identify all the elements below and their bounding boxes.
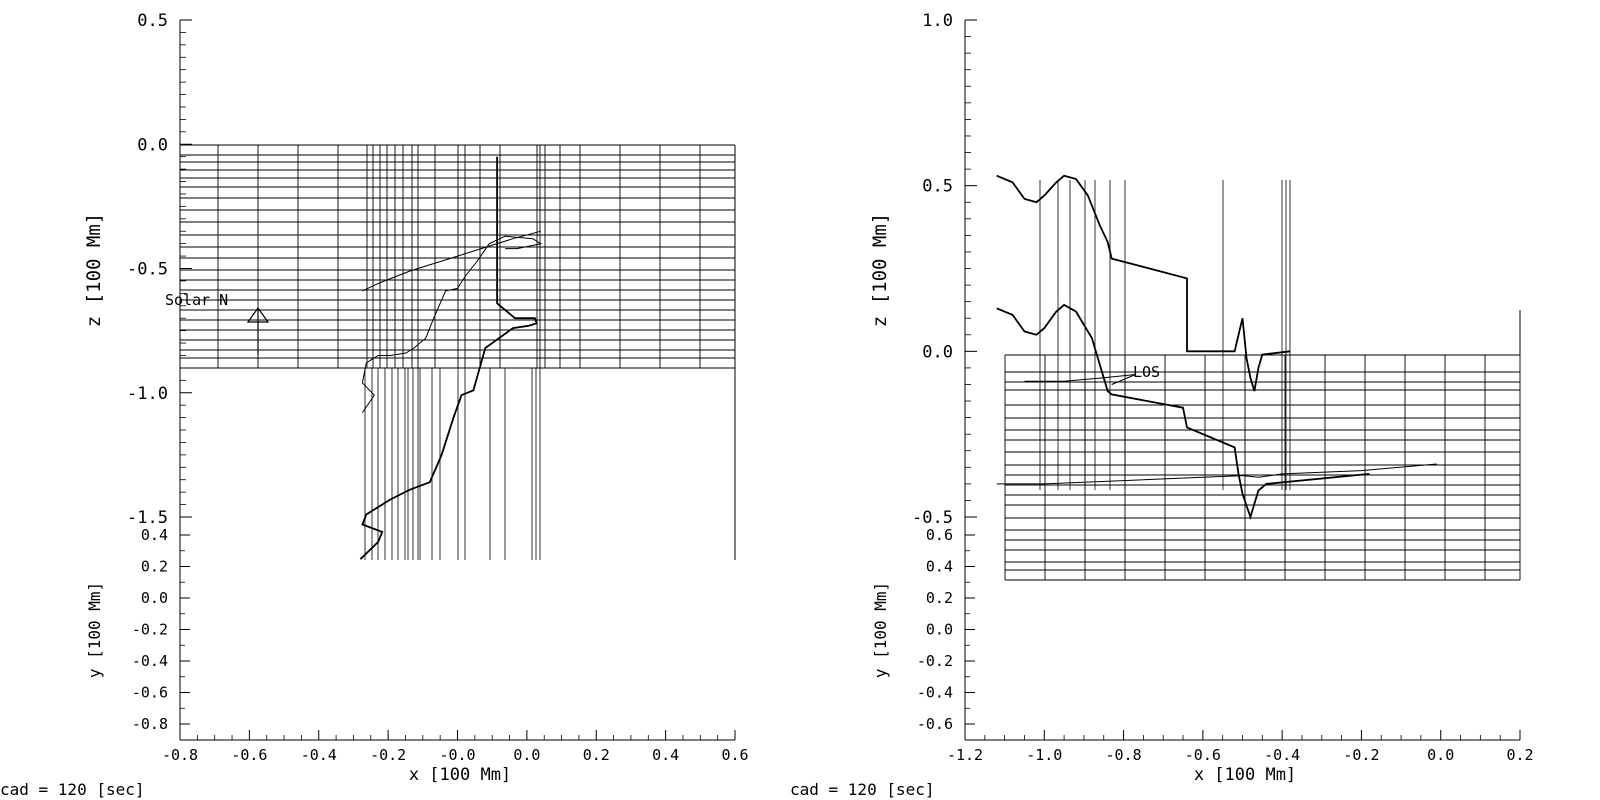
- series-line-2: [361, 235, 543, 413]
- y-tick-label: 0.2: [926, 589, 953, 607]
- cadence-footer: cad = 120 [sec]: [790, 780, 935, 799]
- z-tick-label: 0.0: [922, 342, 953, 362]
- y-tick-label: 0.2: [141, 558, 168, 576]
- panel-2: 1.0 0.5 0.0 -0.50.6 0.4 0.2 0.0 -0.2 -0.4 -0.6 -1.…: [790, 11, 1534, 799]
- z-tick-label: -0.5: [127, 260, 168, 280]
- cadence-footer: cad = 120 [sec]: [0, 780, 145, 799]
- annotation-label: LOS: [1133, 363, 1160, 381]
- panel-1: 0.50.0-0.5-1.0-1.50.40.20.0-0.2-0.4-0.6-…: [0, 11, 749, 799]
- series-line-1: [996, 174, 1291, 392]
- x-tick-label: 0.6: [721, 746, 748, 764]
- x-tick-label: 0.0: [1427, 746, 1454, 764]
- series-line-3: [362, 230, 541, 292]
- z-axis-label: z [100 Mm]: [83, 213, 105, 327]
- x-tick-label: -0.2: [1343, 746, 1379, 764]
- x-tick-label: 0.2: [583, 746, 610, 764]
- y-tick-label: -0.2: [917, 652, 953, 670]
- x-axis-label: x [100 Mm]: [1194, 765, 1296, 785]
- y-tick-label: 0.6: [926, 526, 953, 544]
- x-tick-label: -1.0: [1026, 746, 1062, 764]
- z-tick-label: 0.5: [922, 177, 953, 197]
- x-tick-label: -0.4: [1264, 746, 1300, 764]
- z-tick-label: -1.0: [127, 384, 168, 404]
- series-line-2: [996, 303, 1370, 520]
- y-tick-label: -0.6: [917, 715, 953, 733]
- y-axis-label: y [100 Mm]: [871, 582, 890, 678]
- series-line-4: [1024, 374, 1136, 385]
- solar-north-arrow-head: [246, 306, 270, 323]
- annotation-label: Solar N: [165, 291, 228, 309]
- y-tick-label: 0.0: [141, 589, 168, 607]
- x-tick-label: -0.2: [370, 746, 406, 764]
- y-tick-label: 0.4: [926, 558, 953, 576]
- x-tick-label: 0.0: [513, 746, 540, 764]
- z-tick-label: -1.5: [127, 508, 168, 528]
- x-tick-label: 0.2: [1506, 746, 1533, 764]
- y-tick-label: -0.4: [132, 652, 168, 670]
- x-tick-label: -1.2: [947, 746, 983, 764]
- y-tick-label: 0.0: [926, 621, 953, 639]
- z-tick-label: -0.5: [912, 508, 953, 528]
- y-axis-label: y [100 Mm]: [85, 582, 104, 678]
- x-tick-label: -0.6: [1185, 746, 1221, 764]
- y-tick-label: -0.6: [132, 684, 168, 702]
- series-line-3: [996, 463, 1437, 485]
- x-axis-label: x [100 Mm]: [409, 765, 511, 785]
- x-tick-label: -0.8: [1106, 746, 1142, 764]
- z-tick-label: 0.0: [137, 135, 168, 155]
- x-tick-label: 0.4: [652, 746, 679, 764]
- y-tick-label: -0.4: [917, 684, 953, 702]
- y-tick-label: -0.2: [132, 621, 168, 639]
- x-tick-label: -0.6: [231, 746, 267, 764]
- y-tick-label: 0.4: [141, 526, 168, 544]
- z-tick-label: 0.5: [137, 11, 168, 31]
- z-tick-label: 1.0: [922, 11, 953, 31]
- x-tick-label: -0.0: [439, 746, 475, 764]
- series-line-1: [359, 156, 538, 560]
- y-tick-label: -0.8: [132, 715, 168, 733]
- x-tick-label: -0.4: [301, 746, 337, 764]
- z-axis-label: z [100 Mm]: [869, 213, 891, 327]
- x-tick-label: -0.8: [162, 746, 198, 764]
